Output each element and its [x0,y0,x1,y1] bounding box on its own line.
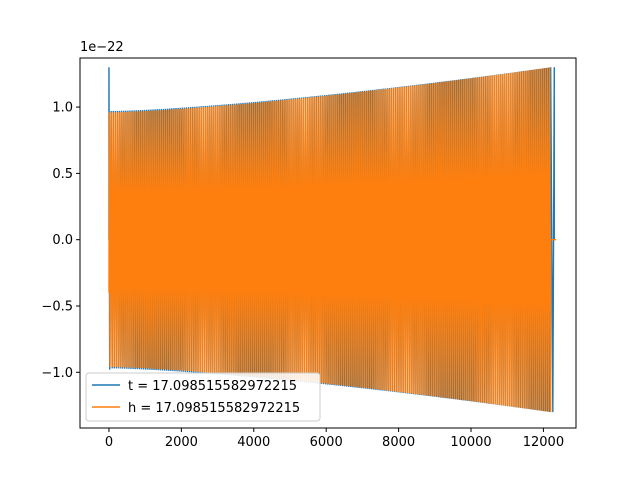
legend: t = 17.098515582972215 h = 17.0985155829… [85,372,321,422]
x-tick-label: 12000 [523,435,564,450]
series-layer [108,67,557,413]
x-axis: 0 2000 4000 6000 8000 10000 12000 [105,428,564,450]
series-line-h [108,67,557,413]
x-tick-label: 6000 [310,435,343,450]
y-tick-label: 1.0 [52,101,73,116]
series-line-t [108,67,555,413]
x-tick-label: 4000 [237,435,270,450]
y-tick-label: −0.5 [41,299,73,314]
legend-label-t: t = 17.098515582972215 [128,379,297,394]
x-tick-label: 10000 [450,435,491,450]
legend-label-h: h = 17.098515582972215 [128,401,300,416]
x-tick-label: 0 [105,435,113,450]
x-tick-label: 2000 [165,435,198,450]
legend-box [85,372,321,422]
y-tick-label: 0.0 [52,233,73,248]
y-offset-label: 1e−22 [80,40,124,55]
y-tick-label: 0.5 [52,167,73,182]
y-axis: −1.0 −0.5 0.0 0.5 1.0 [41,101,80,381]
y-tick-label: −1.0 [41,366,73,381]
x-tick-label: 8000 [382,435,415,450]
plot-frame [79,57,577,429]
